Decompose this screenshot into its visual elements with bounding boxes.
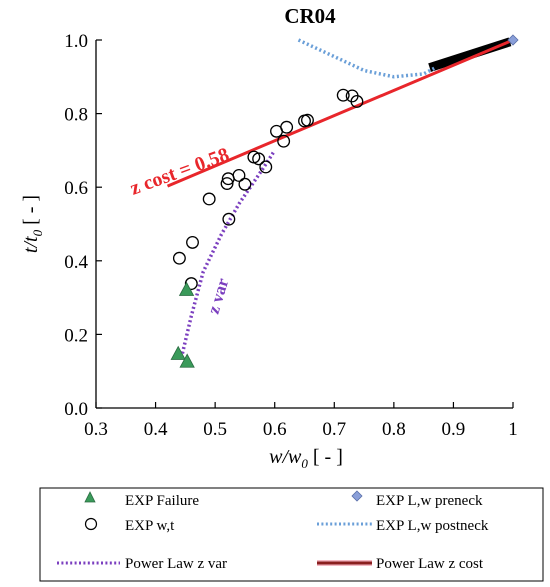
legend-label: EXP L,w preneck (376, 493, 483, 509)
x-ticks: 0.3 0.4 0.5 0.6 0.7 0.8 0.9 1 (84, 402, 518, 440)
series-exp-l-w-preneck (507, 34, 519, 46)
legend-item-exp-wt: EXP w,t (84, 517, 175, 534)
data-point (277, 134, 291, 148)
y-tick-label: 1.0 (64, 31, 88, 52)
y-tick-label: 0.6 (64, 178, 88, 199)
legend-label: EXP L,w postneck (376, 518, 489, 534)
x-tick-label: 1 (508, 419, 518, 440)
series-exp-w-t (172, 88, 364, 291)
y-tick-label: 0.4 (64, 252, 88, 273)
legend-item-exp-lw-postneck: EXP L,w postneck (317, 518, 489, 534)
series-line (180, 149, 277, 354)
legend: EXP Failure EXP w,t Power Law z var EXP … (39, 487, 544, 582)
annotation-z-cost: z cost = 0.58 (127, 144, 232, 200)
legend-label: EXP Failure (125, 493, 199, 509)
data-point (336, 88, 350, 102)
series-line (166, 38, 514, 188)
series-power-law-z-cost (166, 38, 514, 188)
data-point (259, 160, 273, 174)
plot-area: 0.3 0.4 0.5 0.6 0.7 0.8 0.9 1 0.0 0.2 0.4 0.6 0.8 1.… (64, 31, 519, 440)
legend-box (39, 487, 544, 582)
legend-item-exp-failure: EXP Failure (84, 491, 199, 509)
y-tick-label: 0.0 (64, 399, 88, 420)
y-tick-label: 0.2 (64, 325, 88, 346)
legend-item-power-law-z-cost: Power Law z cost (317, 556, 484, 572)
legend-item-power-law-z-var: Power Law z var (57, 556, 227, 572)
legend-label: EXP w,t (125, 518, 175, 534)
x-tick-label: 0.5 (203, 419, 227, 440)
data-point (232, 168, 246, 182)
y-ticks: 0.0 0.2 0.4 0.6 0.8 1.0 (64, 31, 102, 420)
legend-label: Power Law z cost (376, 556, 484, 572)
legend-item-exp-lw-preneck: EXP L,w preneck (351, 490, 483, 509)
data-point (186, 235, 199, 249)
chart-title: CR04 (284, 4, 336, 28)
data-point (507, 34, 519, 46)
series-exp-l-w-postneck (297, 38, 437, 79)
series-exp-failure (170, 281, 195, 368)
y-axis-label: t/t0 [ - ] (20, 195, 45, 253)
data-point (238, 177, 252, 191)
legend-diamond-marker (351, 490, 363, 502)
data-point (280, 120, 294, 134)
x-axis-label: w/w0 [ - ] (269, 446, 343, 471)
legend-circle-marker (84, 517, 98, 531)
data-point (301, 113, 314, 127)
series-line (297, 38, 437, 79)
annotation-z-var: z var (204, 275, 233, 316)
data-point (178, 281, 195, 296)
data-point (222, 212, 236, 226)
data-point (202, 192, 216, 206)
x-tick-label: 0.8 (382, 419, 406, 440)
data-point (350, 95, 364, 108)
data-point (220, 177, 234, 190)
y-tick-label: 0.8 (64, 105, 88, 126)
x-tick-label: 0.7 (322, 419, 346, 440)
x-tick-label: 0.3 (84, 419, 108, 440)
data-point (252, 152, 266, 166)
x-tick-label: 0.6 (263, 419, 287, 440)
data-point (172, 251, 186, 265)
data-point (170, 345, 186, 360)
data-point (179, 353, 195, 368)
x-tick-label: 0.4 (144, 419, 168, 440)
series-power-law-z-var (180, 149, 277, 354)
legend-label: Power Law z var (125, 556, 227, 572)
series-layer (166, 34, 519, 368)
x-tick-label: 0.9 (442, 419, 466, 440)
legend-triangle-marker (84, 491, 96, 503)
